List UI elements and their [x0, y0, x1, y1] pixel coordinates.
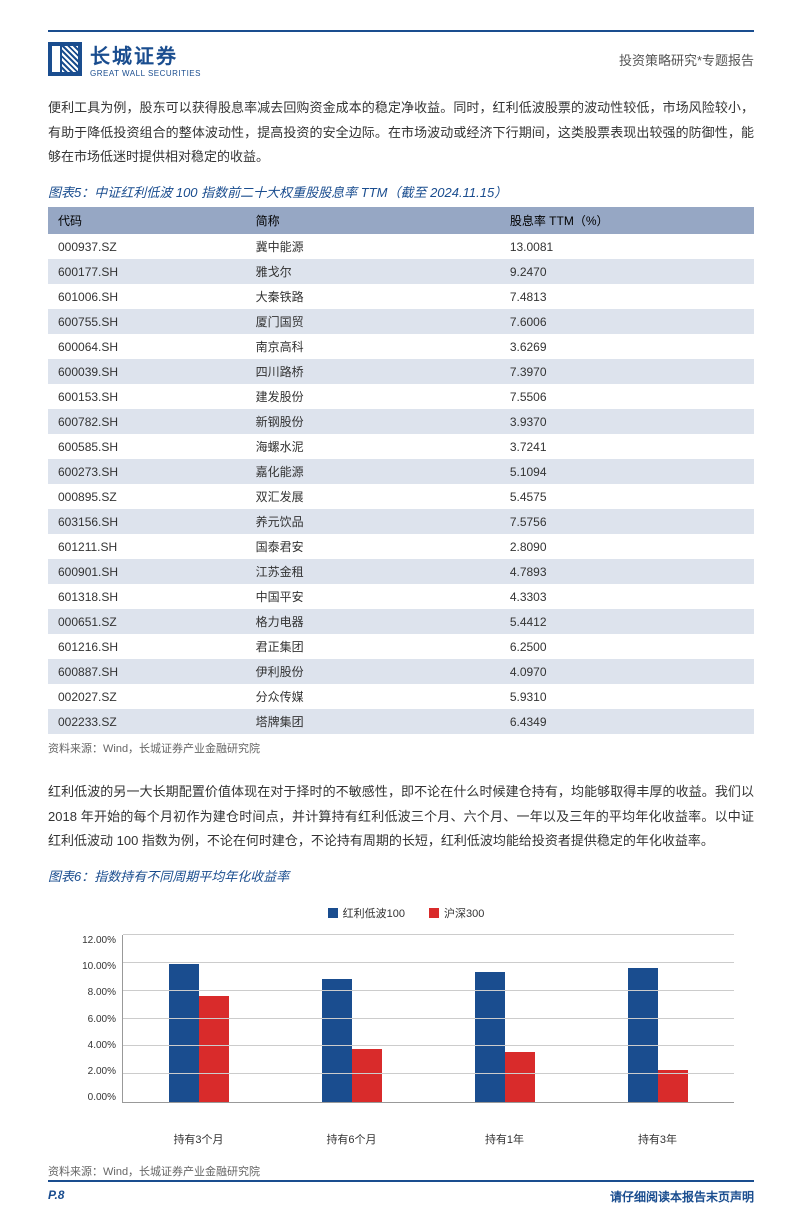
table-row: 601318.SH中国平安4.3303	[48, 584, 754, 609]
table-row: 000895.SZ双汇发展5.4575	[48, 484, 754, 509]
table-row: 600039.SH四川路桥7.3970	[48, 359, 754, 384]
y-tick: 10.00%	[78, 961, 116, 972]
paragraph-2: 红利低波的另一大长期配置价值体现在对于择时的不敏感性，即不论在什么时候建仓持有，…	[48, 780, 754, 854]
logo-en: GREAT WALL SECURITIES	[90, 69, 201, 78]
legend-item: 沪深300	[429, 905, 484, 921]
table-row: 002233.SZ塔牌集团6.4349	[48, 709, 754, 734]
bar	[475, 972, 505, 1102]
table-row: 600064.SH南京高科3.6269	[48, 334, 754, 359]
y-tick: 12.00%	[78, 935, 116, 946]
x-label: 持有6个月	[302, 1131, 402, 1147]
y-tick: 8.00%	[78, 987, 116, 998]
chart6-title: 图表6：指数持有不同周期平均年化收益率	[48, 866, 754, 885]
table5-title: 图表5：中证红利低波 100 指数前二十大权重股股息率 TTM（截至 2024.…	[48, 182, 754, 201]
table5: 代码简称股息率 TTM（%） 000937.SZ冀中能源13.008160017…	[48, 207, 754, 734]
logo-icon	[48, 42, 82, 76]
bar	[169, 964, 199, 1103]
chart6: 红利低波100 沪深300 0.00% 2.00% 4.00% 6.00% 8.00% 10…	[48, 891, 754, 1157]
table-row: 002027.SZ分众传媒5.9310	[48, 684, 754, 709]
x-label: 持有1年	[455, 1131, 555, 1147]
y-tick: 4.00%	[78, 1040, 116, 1051]
table-row: 601211.SH国泰君安2.8090	[48, 534, 754, 559]
table-row: 000651.SZ格力电器5.4412	[48, 609, 754, 634]
chart6-source: 资料来源：Wind，长城证券产业金融研究院	[48, 1163, 754, 1179]
logo-cn: 长城证券	[90, 40, 201, 69]
table-row: 600901.SH江苏金租4.7893	[48, 559, 754, 584]
table-row: 600755.SH厦门国贸7.6006	[48, 309, 754, 334]
table-row: 600782.SH新钢股份3.9370	[48, 409, 754, 434]
logo: 长城证券 GREAT WALL SECURITIES	[48, 40, 201, 78]
table-row: 600153.SH建发股份7.5506	[48, 384, 754, 409]
table-row: 600177.SH雅戈尔9.2470	[48, 259, 754, 284]
bar-group	[149, 964, 249, 1103]
footer-note: 请仔细阅读本报告末页声明	[610, 1188, 754, 1205]
bar-group	[608, 968, 708, 1102]
bar-group	[455, 972, 555, 1102]
table5-header: 股息率 TTM（%）	[500, 207, 754, 234]
header-category: 投资策略研究*专题报告	[619, 50, 754, 69]
table-row: 601216.SH君正集团6.2500	[48, 634, 754, 659]
table5-header: 简称	[246, 207, 500, 234]
bar	[658, 1070, 688, 1102]
table-row: 600887.SH伊利股份4.0970	[48, 659, 754, 684]
y-tick: 6.00%	[78, 1014, 116, 1025]
table5-source: 资料来源：Wind，长城证券产业金融研究院	[48, 740, 754, 756]
page-number: P.8	[48, 1188, 64, 1205]
y-tick: 2.00%	[78, 1066, 116, 1077]
bar	[352, 1049, 382, 1102]
bar	[628, 968, 658, 1102]
table-row: 000937.SZ冀中能源13.0081	[48, 234, 754, 259]
bar-group	[302, 979, 402, 1102]
bar	[505, 1052, 535, 1102]
table-row: 603156.SH养元饮品7.5756	[48, 509, 754, 534]
y-tick: 0.00%	[78, 1092, 116, 1103]
bar	[199, 996, 229, 1102]
table-row: 601006.SH大秦铁路7.4813	[48, 284, 754, 309]
paragraph-1: 便利工具为例，股东可以获得股息率减去回购资金成本的稳定净收益。同时，红利低波股票…	[48, 96, 754, 170]
x-label: 持有3年	[608, 1131, 708, 1147]
bar	[322, 979, 352, 1102]
legend-item: 红利低波100	[328, 905, 405, 921]
page-footer: P.8 请仔细阅读本报告末页声明	[48, 1180, 754, 1205]
table-row: 600585.SH海螺水泥3.7241	[48, 434, 754, 459]
table5-header: 代码	[48, 207, 246, 234]
table-row: 600273.SH嘉化能源5.1094	[48, 459, 754, 484]
x-label: 持有3个月	[149, 1131, 249, 1147]
page-header: 长城证券 GREAT WALL SECURITIES 投资策略研究*专题报告	[48, 40, 754, 78]
